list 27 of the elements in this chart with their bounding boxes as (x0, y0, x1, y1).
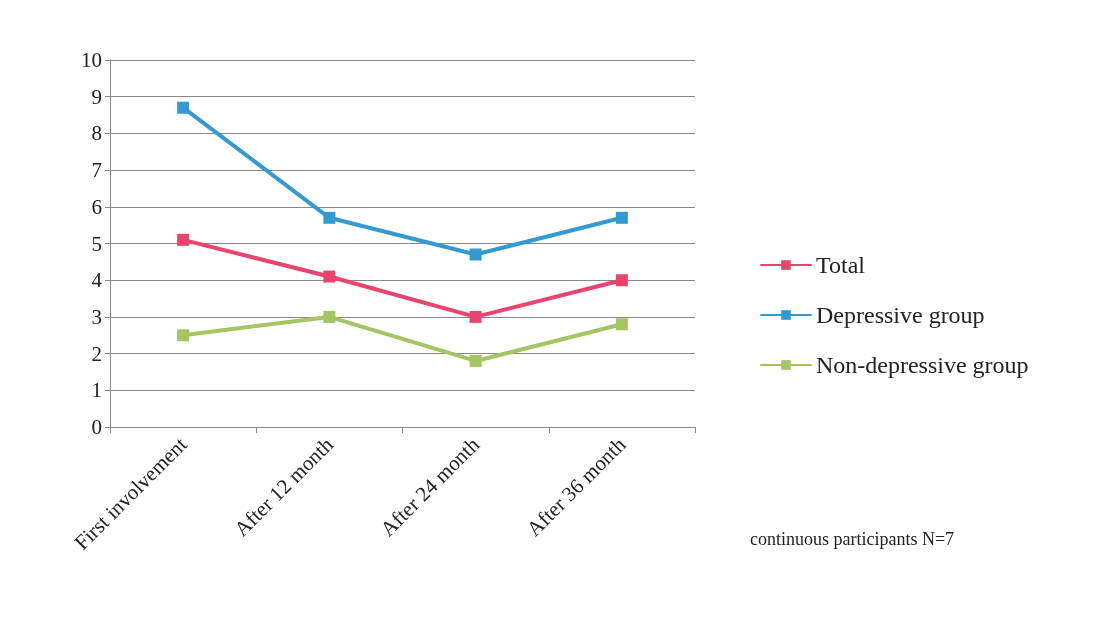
point (615, 318, 628, 331)
legend-label: Total (816, 252, 866, 278)
text: continuous participants N=7 (750, 529, 955, 549)
y-tick-label: 4 (91, 268, 103, 293)
point (615, 211, 628, 224)
point (323, 211, 336, 224)
y-tick-label: 10 (81, 48, 102, 72)
y-tick-label: 9 (91, 84, 102, 109)
y-tick-label: 8 (91, 121, 102, 146)
point (323, 310, 336, 323)
point (177, 101, 190, 114)
y-tick-label: 0 (91, 415, 102, 439)
point (177, 329, 190, 342)
y-tick-label: 5 (91, 231, 102, 256)
legend-label: Depressive group (816, 302, 985, 328)
legend-label: Non-depressive group (816, 352, 1029, 378)
point (469, 248, 482, 261)
y-tick-label: 3 (91, 304, 102, 329)
point (615, 274, 628, 287)
y-tick-label: 6 (91, 194, 102, 219)
point (323, 270, 336, 283)
y-tick-label: 1 (91, 378, 102, 403)
y-tick-label: 7 (91, 158, 102, 183)
point (177, 233, 190, 246)
y-tick-label: 2 (91, 341, 102, 366)
point (469, 310, 482, 323)
point (469, 354, 482, 367)
